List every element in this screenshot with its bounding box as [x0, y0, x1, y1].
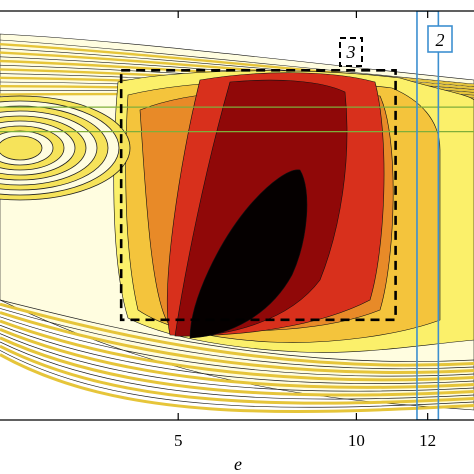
- region-2-label-frame: [427, 25, 453, 53]
- x-ticks: 5 10 12: [174, 11, 436, 450]
- heatmap-field: [0, 11, 474, 420]
- heatmap-contour-stripe: [0, 324, 474, 384]
- region-3-label-group: 3: [339, 37, 363, 67]
- region-2-label-group: 2: [427, 25, 453, 53]
- x-tick-label: 12: [419, 431, 436, 450]
- region-2-box: [416, 11, 440, 420]
- region-3-box: [119, 69, 397, 322]
- x-tick-label: 5: [174, 431, 183, 450]
- x-tick-label: 10: [348, 431, 365, 450]
- heatmap-region-black: [189, 169, 308, 339]
- heatmap-contour-stripe: [0, 333, 474, 392]
- heatmap-contour-stripe: [0, 341, 474, 400]
- region-3-label: 3: [346, 42, 356, 62]
- heatmap-contour-stripe: [0, 39, 474, 85]
- region-2-label: 2: [436, 30, 445, 50]
- heatmap-contour-stripe: [0, 353, 474, 413]
- heatmap-contour-stripe: [0, 316, 474, 377]
- heatmap-contour-stripe: [0, 308, 474, 370]
- x-axis-title: e: [234, 454, 242, 474]
- heatmap-contour-stripe: [0, 350, 474, 408]
- heatmap-contour-stripe: [0, 328, 474, 389]
- heatmap-contour-stripe: [0, 319, 474, 382]
- heatmap-lobe-contour: [0, 135, 43, 161]
- heatmap-contour-stripe: [0, 336, 474, 397]
- heatmap-contour-stripe: [0, 302, 474, 367]
- heatmap-contour-stripe: [0, 299, 474, 362]
- heatmap-contour-stripe: [0, 344, 474, 405]
- region-3-label-frame: [339, 37, 363, 67]
- heatmap-contour-stripe: [0, 311, 474, 374]
